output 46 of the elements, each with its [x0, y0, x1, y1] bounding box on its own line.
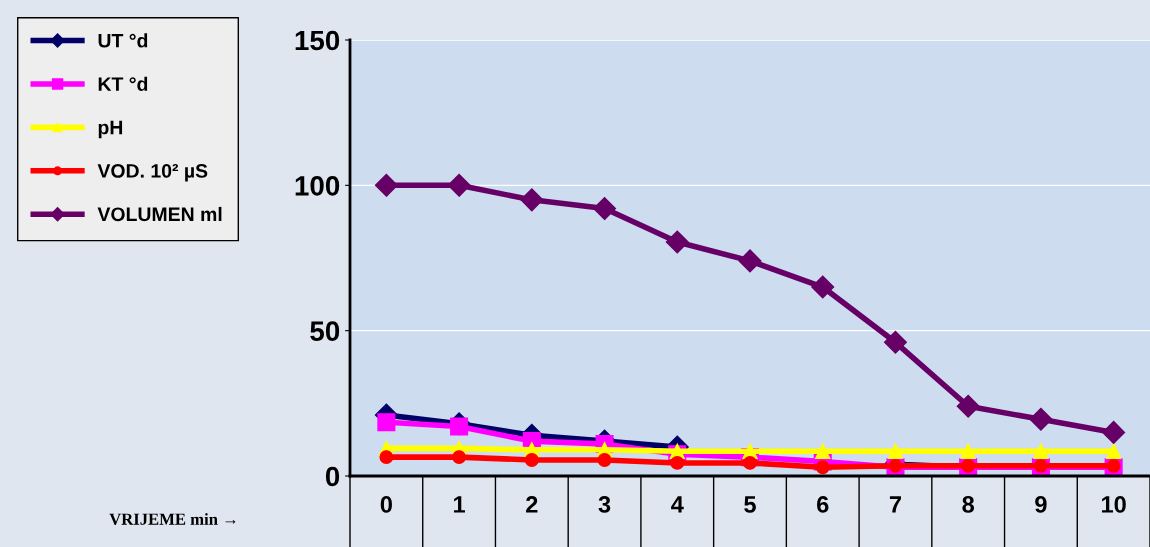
x-tick-label: 3 [598, 496, 611, 513]
point [811, 275, 835, 299]
point [1102, 420, 1126, 444]
point [379, 450, 394, 465]
point [377, 413, 396, 432]
point [815, 460, 830, 475]
x-tick-label: 5 [744, 496, 756, 513]
point [593, 197, 617, 221]
point [670, 455, 685, 470]
legend-label: VOD. 10² µS [97, 164, 208, 182]
x-tick-label: 6 [817, 496, 829, 513]
x-tick-label: 10 [1101, 496, 1126, 513]
x-tick-label: 2 [526, 496, 538, 513]
y-tick-label: 50 [310, 321, 340, 342]
point [883, 330, 907, 354]
x-tick-label: 4 [671, 496, 684, 513]
point [520, 188, 544, 212]
point [447, 173, 471, 197]
point [524, 453, 539, 467]
point [1029, 407, 1053, 431]
legend-label: KT °d [98, 76, 148, 91]
x-tick-label: 9 [1035, 496, 1047, 513]
legend-label: pH [98, 120, 123, 139]
x-axis-title: VRIJEME min → [109, 513, 236, 525]
point [1033, 443, 1049, 459]
point [738, 249, 762, 273]
legend-label: UT °d [98, 33, 148, 48]
x-tick-label: 0 [380, 496, 392, 513]
point [374, 173, 398, 197]
x-tick-label: 1 [454, 496, 465, 513]
y-tick-label: 0 [325, 466, 340, 487]
point [597, 453, 612, 467]
point [887, 443, 904, 459]
point [960, 443, 976, 459]
point [815, 443, 831, 459]
point [452, 450, 467, 465]
y-tick-label: 150 [295, 30, 340, 51]
legend-label: VOLUMEN ml [97, 206, 222, 222]
point [1105, 443, 1122, 459]
x-tick-label: 8 [962, 496, 975, 513]
point [665, 230, 689, 254]
point [743, 455, 757, 470]
x-tick-label: 7 [889, 496, 901, 513]
point [956, 394, 980, 418]
y-tick-label: 100 [295, 176, 340, 196]
point [450, 417, 469, 436]
